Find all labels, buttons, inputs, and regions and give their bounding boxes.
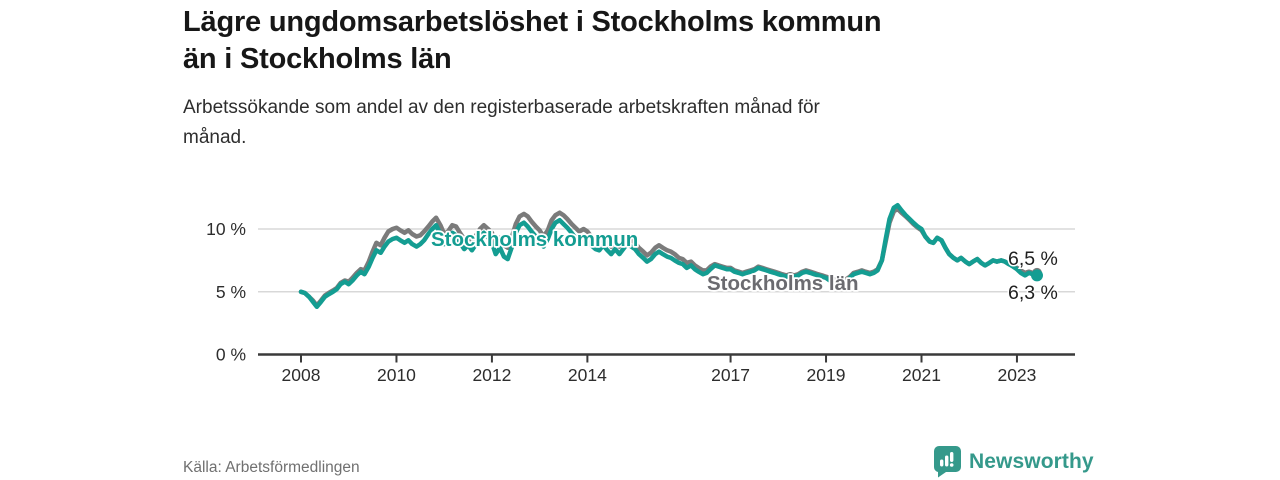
x-tick-label: 2012	[472, 365, 511, 385]
x-tick-label: 2017	[711, 365, 750, 385]
page-title: Lägre ungdomsarbetslöshet i Stockholms k…	[183, 4, 1103, 78]
x-tick-label: 2021	[902, 365, 941, 385]
subtitle-line-2: månad.	[183, 127, 247, 148]
lan-series-label: Stockholms län	[707, 272, 859, 295]
newsworthy-logo: Newsworthy	[934, 446, 1094, 478]
y-tick-label: 0 %	[216, 345, 246, 365]
kommun-endpoint-dot	[1030, 269, 1043, 282]
brand-wordmark: Newsworthy	[969, 450, 1094, 473]
title-line-1: Lägre ungdomsarbetslöshet i Stockholms k…	[183, 6, 882, 38]
bar-chart-bubble-icon	[934, 446, 961, 478]
x-tick-label: 2010	[377, 365, 416, 385]
title-line-2: än i Stockholms län	[183, 43, 452, 75]
y-tick-label: 10 %	[206, 219, 246, 239]
lan-end-value-label: 6,5 %	[1008, 248, 1058, 270]
kommun-line	[298, 202, 1040, 310]
y-tick-label: 5 %	[216, 282, 246, 302]
x-tick-label: 2014	[568, 365, 607, 385]
kommun-end-value-label: 6,3 %	[1008, 282, 1058, 304]
subtitle-line-1: Arbetssökande som andel av den registerb…	[183, 97, 820, 118]
x-tick-label: 2019	[807, 365, 846, 385]
x-tick-label: 2023	[997, 365, 1036, 385]
x-tick-label: 2008	[282, 365, 321, 385]
chart-subtitle: Arbetssökande som andel av den registerb…	[183, 93, 1043, 153]
source-text: Källa: Arbetsförmedlingen	[183, 459, 360, 476]
kommun-series-label: Stockholms kommun	[431, 228, 638, 251]
